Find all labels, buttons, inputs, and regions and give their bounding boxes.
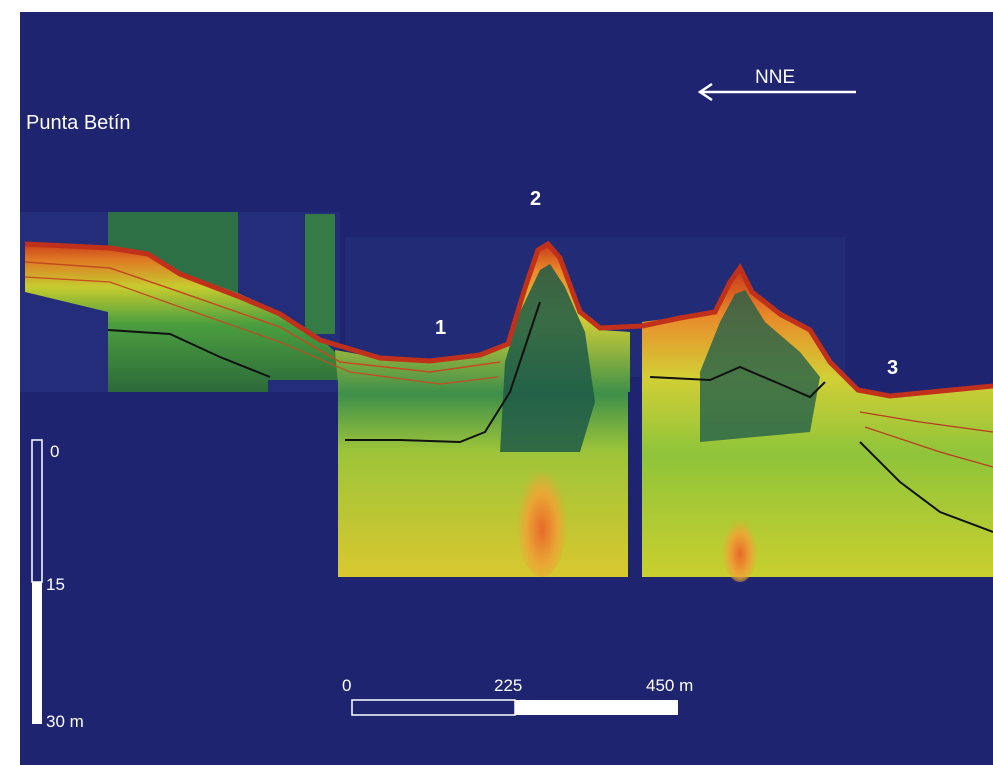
distance-scale-right (515, 700, 678, 715)
basement-reflector-left (107, 329, 271, 378)
feature-label-2: 2 (530, 188, 542, 210)
seismic-profile-svg (20, 12, 993, 765)
feature-label-1: 1 (435, 317, 447, 339)
data-gap (628, 392, 642, 578)
basement-reflector-center (345, 301, 541, 444)
sediment-body-left (25, 242, 340, 392)
distance-tick-450: 450 m (646, 676, 694, 695)
seabed-reflector (24, 240, 993, 399)
depth-tick-15: 15 (46, 575, 65, 594)
arrow-left-icon (697, 82, 856, 102)
depth-tick-30: 30 m (46, 712, 84, 731)
acoustic-plume-right (722, 512, 758, 582)
profile-panel: Punta Betín NNE 1 2 3 0 15 30 m 0 225 45… (20, 12, 993, 765)
depth-scale-lower (32, 582, 42, 724)
distance-tick-0: 0 (342, 676, 352, 695)
basement-reflector-right (649, 365, 826, 399)
basement-reflector-east (859, 441, 993, 533)
peak-core-2 (500, 264, 595, 452)
sub-reflector-b (24, 276, 499, 385)
sub-reflector-a (24, 261, 501, 373)
feature-label-3: 3 (887, 357, 899, 379)
depth-tick-0: 0 (50, 442, 60, 461)
sub-reflector-c (859, 411, 993, 433)
direction-label: NNE (755, 67, 796, 88)
peak-core-east (700, 290, 820, 442)
acoustic-plume-center (516, 457, 568, 577)
sub-reflector-d (864, 426, 993, 468)
noisy-block-narrow (305, 214, 335, 334)
distance-tick-225: 225 (494, 676, 523, 695)
location-label: Punta Betín (26, 112, 131, 134)
